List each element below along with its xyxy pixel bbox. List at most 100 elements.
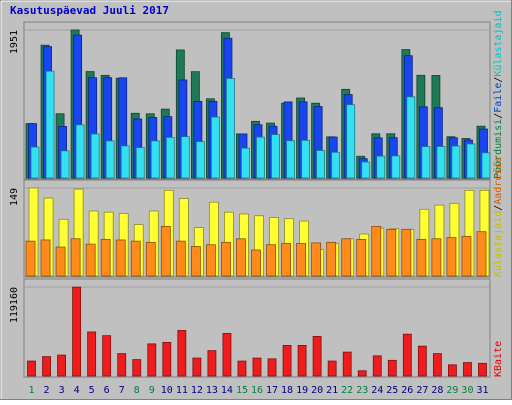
- bar-middle-aadresse-day-19: [296, 243, 307, 277]
- x-tick-label-day-26: 26: [401, 385, 413, 396]
- bar-middle-aadresse-day-11: [175, 240, 186, 277]
- bar-bottom-kbaite-day-6: [102, 335, 112, 377]
- bar-top-külastajaid-day-29: [451, 145, 461, 179]
- bar-bottom-kbaite-day-12: [192, 357, 202, 377]
- x-tick-label-day-4: 4: [74, 385, 80, 396]
- bar-bottom-kbaite-day-29: [447, 364, 457, 377]
- panel-top-max-label: 1951: [9, 30, 20, 54]
- x-tick-label-day-15: 15: [236, 385, 248, 396]
- bar-top-külastajaid-day-13: [210, 116, 220, 179]
- x-tick-label-day-9: 9: [149, 385, 155, 396]
- bar-top-külastajaid-day-19: [301, 139, 311, 179]
- bar-bottom-kbaite-day-3: [57, 354, 66, 377]
- bar-bottom-kbaite-day-30: [463, 362, 472, 377]
- bar-top-külastajaid-day-8: [135, 147, 145, 179]
- bar-middle-aadresse-day-14: [221, 241, 231, 277]
- bar-middle-aadresse-day-27: [416, 238, 427, 277]
- legend-part: Külastajaid: [493, 211, 504, 277]
- bar-top-külastajaid-day-1: [30, 146, 40, 179]
- bar-middle-aadresse-day-10: [160, 225, 171, 277]
- bar-bottom-kbaite-day-4: [72, 286, 82, 377]
- bar-bottom-kbaite-day-7: [117, 353, 127, 377]
- bar-top-külastajaid-day-27: [421, 146, 431, 179]
- bar-bottom-kbaite-day-5: [87, 331, 97, 377]
- bar-bottom-kbaite-day-13: [207, 350, 217, 377]
- bar-middle-aadresse-day-26: [401, 228, 412, 277]
- bar-top-külastajaid-day-9: [150, 140, 160, 179]
- bar-top-külastajaid-day-18: [286, 140, 295, 179]
- bar-bottom-kbaite-day-17: [267, 358, 277, 377]
- panel-bottom-legend: KBaite: [493, 341, 504, 377]
- legend-part: Aadresse: [493, 157, 504, 205]
- bar-top-külastajaid-day-16: [256, 136, 265, 179]
- bar-top-külastajaid-day-21: [331, 151, 341, 179]
- legend-part: KBaite: [493, 341, 504, 377]
- bar-bottom-kbaite-day-16: [252, 357, 262, 377]
- x-tick-label-day-16: 16: [251, 385, 263, 396]
- x-tick-label-day-6: 6: [104, 385, 110, 396]
- x-tick-label-day-28: 28: [431, 385, 443, 396]
- x-tick-label-day-11: 11: [176, 385, 188, 396]
- bar-top-külastajaid-day-30: [466, 143, 476, 179]
- x-tick-label-day-12: 12: [191, 385, 203, 396]
- x-tick-label-day-7: 7: [119, 385, 125, 396]
- bar-middle-aadresse-day-3: [55, 246, 66, 277]
- bar-middle-aadresse-day-29: [446, 237, 457, 277]
- bar-top-külastajaid-day-20: [316, 150, 326, 179]
- bar-middle-aadresse-day-16: [251, 249, 261, 277]
- x-tick-label-day-2: 2: [44, 385, 50, 396]
- x-tick-label-day-14: 14: [221, 385, 233, 396]
- bar-bottom-kbaite-day-20: [312, 336, 322, 377]
- bar-top-külastajaid-day-15: [241, 147, 250, 179]
- bar-middle-aadresse-day-30: [461, 236, 472, 277]
- bar-middle-aadresse-day-1: [25, 240, 36, 277]
- bar-bottom-kbaite-day-10: [162, 341, 172, 377]
- x-tick-label-day-23: 23: [356, 385, 368, 396]
- bar-top-külastajaid-day-2: [45, 70, 55, 179]
- bar-middle-aadresse-day-22: [341, 238, 352, 277]
- bar-middle-aadresse-day-13: [205, 244, 216, 277]
- bar-middle-aadresse-day-8: [130, 240, 141, 277]
- bar-middle-aadresse-day-2: [40, 239, 51, 277]
- x-tick-label-day-30: 30: [461, 385, 473, 396]
- bar-bottom-kbaite-day-15: [237, 360, 247, 377]
- bar-top-külastajaid-day-4: [75, 124, 85, 179]
- bar-bottom-kbaite-day-8: [132, 359, 142, 377]
- bar-top-külastajaid-day-26: [406, 96, 416, 179]
- bar-middle-aadresse-day-17: [266, 244, 276, 277]
- bar-middle-aadresse-day-9: [145, 241, 156, 277]
- bar-bottom-kbaite-day-27: [417, 345, 427, 377]
- x-tick-label-day-29: 29: [446, 385, 458, 396]
- legend-part: Faile: [493, 83, 504, 113]
- bar-top-külastajaid-day-31: [481, 152, 491, 179]
- x-tick-label-day-25: 25: [386, 385, 398, 396]
- bar-top-külastajaid-day-5: [90, 133, 100, 179]
- bar-middle-aadresse-day-28: [431, 238, 442, 277]
- bar-top-külastajaid-day-23: [361, 161, 371, 179]
- bar-bottom-kbaite-day-22: [342, 351, 352, 377]
- bar-middle-aadresse-day-18: [281, 243, 291, 277]
- legend-part: /: [493, 113, 504, 119]
- bar-top-külastajaid-day-28: [436, 146, 446, 179]
- bar-middle-aadresse-day-6: [100, 238, 111, 277]
- x-tick-label-day-3: 3: [59, 385, 65, 396]
- bar-bottom-kbaite-day-9: [147, 343, 157, 377]
- bar-bottom-kbaite-day-18: [282, 344, 292, 377]
- legend-part: /: [493, 205, 504, 211]
- bar-bottom-kbaite-day-24: [372, 355, 382, 377]
- bar-top-külastajaid-day-6: [105, 140, 115, 179]
- x-tick-label-day-17: 17: [266, 385, 278, 396]
- x-tick-label-day-22: 22: [341, 385, 353, 396]
- bar-middle-aadresse-day-31: [476, 231, 487, 277]
- bar-bottom-kbaite-day-25: [387, 359, 397, 377]
- bar-top-külastajaid-day-17: [271, 134, 280, 179]
- legend-part: /: [493, 77, 504, 83]
- bar-top-külastajaid-day-11: [180, 136, 190, 179]
- bar-top-külastajaid-day-24: [376, 155, 386, 179]
- bar-top-külastajaid-day-22: [346, 104, 356, 179]
- x-tick-label-day-21: 21: [326, 385, 338, 396]
- bar-top-külastajaid-day-7: [120, 145, 130, 179]
- bar-bottom-kbaite-day-2: [42, 356, 51, 377]
